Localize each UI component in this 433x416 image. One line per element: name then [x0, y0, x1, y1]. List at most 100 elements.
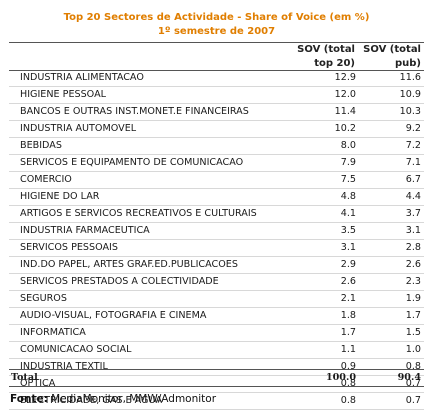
table-row: HIGIENE DO LAR 4.8 4.4: [9, 189, 424, 206]
sov-top20-value: 12.0: [334, 89, 356, 100]
sov-pub-value: 2.6: [405, 259, 421, 270]
table-row: SEGUROS 2.1 1.9: [9, 291, 424, 308]
table-row: COMERCIO 7.5 6.7: [9, 172, 424, 189]
header-bottom-rule: [9, 70, 424, 71]
sov-pub-value: 0.8: [405, 361, 421, 372]
sector-name: OPTICA: [20, 378, 56, 389]
table-row: INDUSTRIA ALIMENTACAO 12.9 11.6: [9, 70, 424, 87]
sov-top20-value: 1.8: [340, 310, 356, 321]
sov-top20-value: 10.2: [334, 123, 356, 134]
source-note: Fonte: MediaMonitor, MMW/Admonitor: [10, 393, 216, 405]
sov-top20-value: 0.9: [340, 361, 356, 372]
sov-pub-value: 7.1: [405, 157, 421, 168]
sov-pub-value: 2.8: [405, 242, 421, 253]
table-body: INDUSTRIA ALIMENTACAO 12.9 11.6 HIGIENE PES…: [9, 70, 424, 410]
table-row: INDUSTRIA AUTOMOVEL 10.2 9.2: [9, 121, 424, 138]
table-row: OPTICA 0.8 0.7: [9, 376, 424, 393]
table-row: AUDIO-VISUAL, FOTOGRAFIA E CINEMA 1.8 1.7: [9, 308, 424, 325]
sector-name: SERVICOS PRESTADOS A COLECTIVIDADE: [20, 276, 219, 287]
sov-pub-value: 1.9: [405, 293, 421, 304]
table-row: INDUSTRIA FARMACEUTICA 3.5 3.1: [9, 223, 424, 240]
sov-top20-value: 7.9: [340, 157, 356, 168]
source-text: MediaMonitor, MMW/Admonitor: [47, 393, 217, 405]
sector-name: IND.DO PAPEL, ARTES GRAF.ED.PUBLICACOES: [20, 259, 238, 270]
table-row: INFORMATICA 1.7 1.5: [9, 325, 424, 342]
table-row: BANCOS E OUTRAS INST.MONET.E FINANCEIRAS…: [9, 104, 424, 121]
sector-name: ARTIGOS E SERVICOS RECREATIVOS E CULTURA…: [20, 208, 257, 219]
sov-top20-value: 4.1: [340, 208, 356, 219]
table-row: INDUSTRIA TEXTIL 0.9 0.8: [9, 359, 424, 376]
sector-name: AUDIO-VISUAL, FOTOGRAFIA E CINEMA: [20, 310, 207, 321]
sov-top20-value: 4.8: [340, 191, 356, 202]
sector-name: INDUSTRIA ALIMENTACAO: [20, 72, 144, 83]
sov-top20-value: 3.1: [340, 242, 356, 253]
total-label: Total: [11, 372, 38, 383]
sov-pub-value: 10.3: [399, 106, 421, 117]
sov-top20-value: 1.1: [340, 344, 356, 355]
sector-name: INDUSTRIA AUTOMOVEL: [20, 123, 137, 134]
sov-pub-value: 3.7: [405, 208, 421, 219]
sov-pub-value: 1.7: [405, 310, 421, 321]
sector-name: INDUSTRIA TEXTIL: [20, 361, 108, 372]
sov-top20-value: 2.1: [340, 293, 356, 304]
sector-name: ELECTRICIDADE, GAS E AGUA: [20, 395, 163, 406]
sector-name: SERVICOS PESSOAIS: [20, 242, 118, 253]
sov-top20-value: 11.4: [334, 106, 356, 117]
sector-name: HIGIENE DO LAR: [20, 191, 100, 202]
sector-name: INDUSTRIA FARMACEUTICA: [20, 225, 150, 236]
sov-pub-value: 7.2: [405, 140, 421, 151]
title-line-1: Top 20 Sectores de Actividade - Share of…: [63, 12, 370, 23]
table-row: IND.DO PAPEL, ARTES GRAF.ED.PUBLICACOES 2…: [9, 257, 424, 274]
sov-top20-value: 8.0: [340, 140, 356, 151]
total-row: Total 100.0 90.4: [9, 370, 424, 386]
column-header-sov-top20-line2: top 20): [314, 58, 355, 69]
column-header-sov-pub-line1: SOV (total: [363, 44, 421, 55]
sov-pub-value: 10.9: [399, 89, 421, 100]
sov-pub-value: 0.7: [405, 378, 421, 389]
table-row: SERVICOS PRESTADOS A COLECTIVIDADE 2.6 2.3: [9, 274, 424, 291]
table-row: SERVICOS E EQUIPAMENTO DE COMUNICACAO 7.9…: [9, 155, 424, 172]
sov-top20-value: 0.8: [340, 378, 356, 389]
sov-pub-value: 3.1: [405, 225, 421, 236]
total-sov-top20: 100.0: [325, 372, 356, 383]
table-row: SERVICOS PESSOAIS 3.1 2.8: [9, 240, 424, 257]
sov-top20-value: 7.5: [340, 174, 356, 185]
sov-top20-value: 2.6: [340, 276, 356, 287]
table-row: ELECTRICIDADE, GAS E AGUA 0.8 0.7: [9, 393, 424, 410]
column-header-sov-pub-line2: pub): [394, 58, 421, 69]
sov-pub-value: 9.2: [405, 123, 421, 134]
sector-name: HIGIENE PESSOAL: [20, 89, 106, 100]
column-header-sov-top20-line1: SOV (total: [297, 44, 355, 55]
total-bottom-rule: [9, 386, 424, 387]
sov-pub-value: 2.3: [405, 276, 421, 287]
source-label: Fonte:: [10, 393, 48, 405]
sector-name: INFORMATICA: [20, 327, 86, 338]
sov-top20-value: 12.9: [334, 72, 356, 83]
total-sov-pub: 90.4: [397, 372, 421, 383]
header-top-rule: [9, 42, 424, 43]
sector-name: BANCOS E OUTRAS INST.MONET.E FINANCEIRAS: [20, 106, 249, 117]
table-row: BEBIDAS 8.0 7.2: [9, 138, 424, 155]
sector-name: COMUNICACAO SOCIAL: [20, 344, 132, 355]
sov-pub-value: 1.5: [405, 327, 421, 338]
sov-top20-value: 1.7: [340, 327, 356, 338]
sector-name: COMERCIO: [20, 174, 72, 185]
table-row: COMUNICACAO SOCIAL 1.1 1.0: [9, 342, 424, 359]
table-row: ARTIGOS E SERVICOS RECREATIVOS E CULTURA…: [9, 206, 424, 223]
sov-pub-value: 4.4: [405, 191, 421, 202]
sector-name: SERVICOS E EQUIPAMENTO DE COMUNICACAO: [20, 157, 244, 168]
table-title: Top 20 Sectores de Actividade - Share of…: [0, 11, 433, 39]
table-row: HIGIENE PESSOAL 12.0 10.9: [9, 87, 424, 104]
sov-top20-value: 2.9: [340, 259, 356, 270]
column-header-sov-top20: SOV (total top 20): [283, 43, 355, 71]
column-header-sov-pub: SOV (total pub): [360, 43, 421, 71]
sov-top20-value: 3.5: [340, 225, 356, 236]
sov-top20-value: 0.8: [340, 395, 356, 406]
sector-name: SEGUROS: [20, 293, 67, 304]
sov-pub-value: 0.7: [405, 395, 421, 406]
sov-pub-value: 6.7: [405, 174, 421, 185]
sov-pub-value: 11.6: [399, 72, 421, 83]
sov-pub-value: 1.0: [405, 344, 421, 355]
title-line-2: 1º semestre de 2007: [157, 26, 276, 37]
sector-name: BEBIDAS: [20, 140, 62, 151]
